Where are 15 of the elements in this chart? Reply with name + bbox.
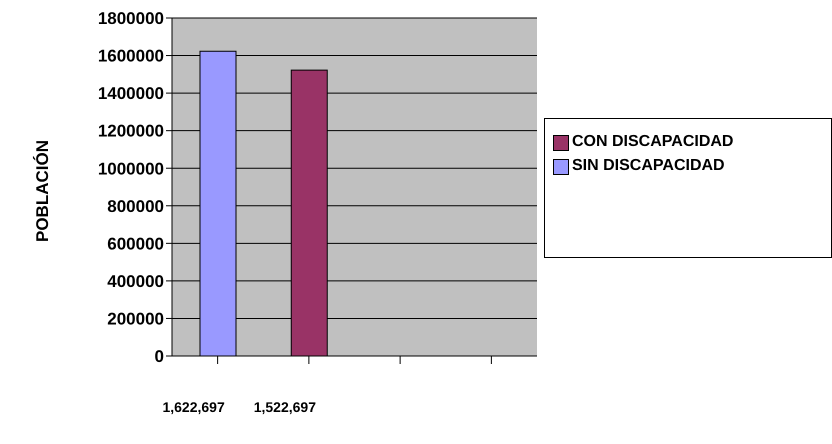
y-tick-label: 1400000 (98, 84, 164, 104)
y-tick-label: 400000 (107, 272, 164, 291)
legend-label: CON DISCAPACIDAD (572, 133, 734, 151)
y-tick-label: 1200000 (98, 122, 164, 141)
y-tick-label: 0 (154, 347, 164, 366)
y-axis-title: POBLACIÓN (32, 140, 52, 242)
y-tick-label: 200000 (107, 309, 164, 328)
x-tick-label: 1,522,697 (254, 398, 316, 415)
y-tick-label: 800000 (107, 196, 164, 216)
y-tick-label: 1800000 (98, 9, 164, 28)
legend-label: SIN DISCAPACIDAD (572, 157, 726, 175)
y-tick-label: 600000 (107, 234, 164, 254)
y-tick-label: 1600000 (98, 46, 164, 66)
y-tick-label: 1000000 (98, 159, 164, 178)
x-tick-label: 1,622,697 (162, 398, 225, 415)
